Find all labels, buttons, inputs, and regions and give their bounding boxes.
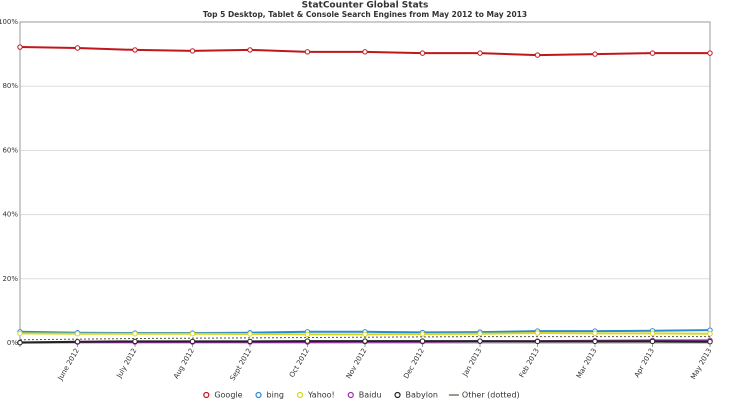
x-tick-label: May 2013 [689, 347, 713, 381]
x-tick-label: Aug 2012 [172, 347, 196, 380]
legend-symbol [203, 391, 210, 399]
data-point [247, 331, 253, 337]
data-point [132, 338, 138, 345]
data-point [592, 330, 598, 337]
data-point [477, 50, 483, 56]
legend-label: Google [214, 391, 242, 400]
legend-label: Yahoo! [307, 391, 335, 400]
data-point [419, 331, 426, 337]
chart-subtitle: Top 5 Desktop, Tablet & Console Search E… [203, 10, 527, 19]
data-point [189, 338, 196, 345]
data-point [592, 51, 598, 57]
data-point [419, 50, 426, 56]
series-line [19, 336, 710, 341]
y-tick-label: 40% [2, 211, 18, 219]
data-point [362, 338, 368, 344]
x-tick-label: Nov 2012 [345, 347, 369, 380]
data-point [707, 339, 713, 345]
data-point [649, 338, 656, 345]
data-point [534, 338, 541, 345]
data-point [304, 331, 311, 338]
data-point [592, 338, 598, 345]
data-point [74, 330, 81, 337]
data-point [74, 339, 81, 345]
y-tick-label: 60% [2, 146, 18, 154]
legend-item: Baidu [347, 391, 382, 400]
data-point [534, 330, 541, 336]
plot-border [19, 21, 711, 344]
data-point [304, 338, 311, 344]
legend-symbol [296, 391, 304, 399]
data-point [477, 330, 483, 337]
legend-item: Google [203, 391, 243, 400]
x-tick-label: July 2012 [115, 347, 139, 380]
data-point [362, 49, 368, 55]
data-point [304, 49, 311, 55]
chart-title: StatCounter Global Stats [302, 1, 429, 11]
legend-label: Babylon [406, 391, 438, 400]
legend-label: Other (dotted) [462, 391, 520, 400]
data-point [477, 338, 483, 344]
x-tick-label: Apr 2013 [633, 347, 656, 379]
data-point [649, 50, 656, 56]
data-point [74, 45, 81, 51]
data-point [189, 330, 196, 337]
data-point [17, 44, 23, 50]
legend-symbol [255, 391, 262, 399]
x-tick-label: Dec 2012 [402, 347, 426, 380]
y-tick-label: 20% [2, 275, 18, 283]
data-point [189, 48, 196, 54]
data-point [247, 47, 253, 53]
legend-item: Other (dotted) [448, 391, 520, 400]
legend-label: Baidu [359, 391, 382, 400]
data-point [707, 50, 713, 56]
data-point [17, 339, 23, 346]
data-point [649, 330, 656, 337]
legend-symbol [394, 391, 401, 399]
x-tick-label: Oct 2012 [288, 347, 311, 379]
legend-item: Yahoo! [296, 391, 335, 400]
x-tick-label: Jan 2013 [461, 347, 484, 379]
data-point [419, 338, 426, 344]
data-point [534, 52, 541, 58]
data-point [247, 338, 253, 345]
y-tick-label: 80% [2, 82, 18, 90]
legend-item: Babylon [394, 391, 438, 400]
data-point [17, 330, 23, 337]
x-tick-label: Mar 2013 [575, 347, 599, 380]
x-tick-label: Feb 2013 [518, 347, 541, 379]
data-point [132, 330, 138, 337]
data-point [362, 331, 368, 338]
y-tick-label: 100% [0, 18, 18, 26]
legend: Google bing Yahoo! Baidu Babylon Other (dotte… [203, 391, 520, 400]
legend-symbol [347, 391, 354, 399]
legend-label: bing [267, 391, 284, 400]
data-point [132, 47, 138, 53]
y-tick-label: 0% [7, 339, 18, 347]
data-point [707, 330, 713, 337]
x-tick-label: Sept 2012 [229, 347, 254, 382]
x-tick-label: June 2012 [56, 347, 81, 382]
legend-item: bing [255, 391, 284, 400]
